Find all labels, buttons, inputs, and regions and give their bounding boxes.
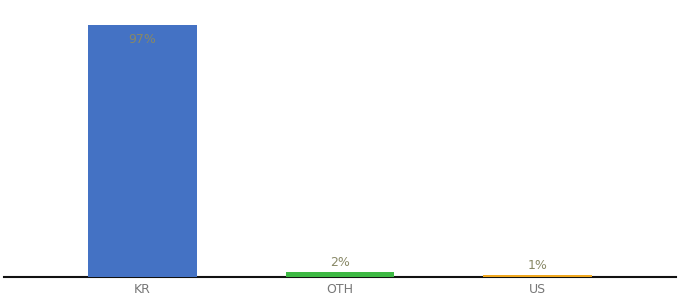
Text: 97%: 97% xyxy=(129,33,156,46)
Bar xyxy=(483,275,592,277)
Text: 2%: 2% xyxy=(330,256,350,269)
Bar xyxy=(88,25,197,277)
Text: 1%: 1% xyxy=(528,259,547,272)
Bar xyxy=(286,272,394,277)
